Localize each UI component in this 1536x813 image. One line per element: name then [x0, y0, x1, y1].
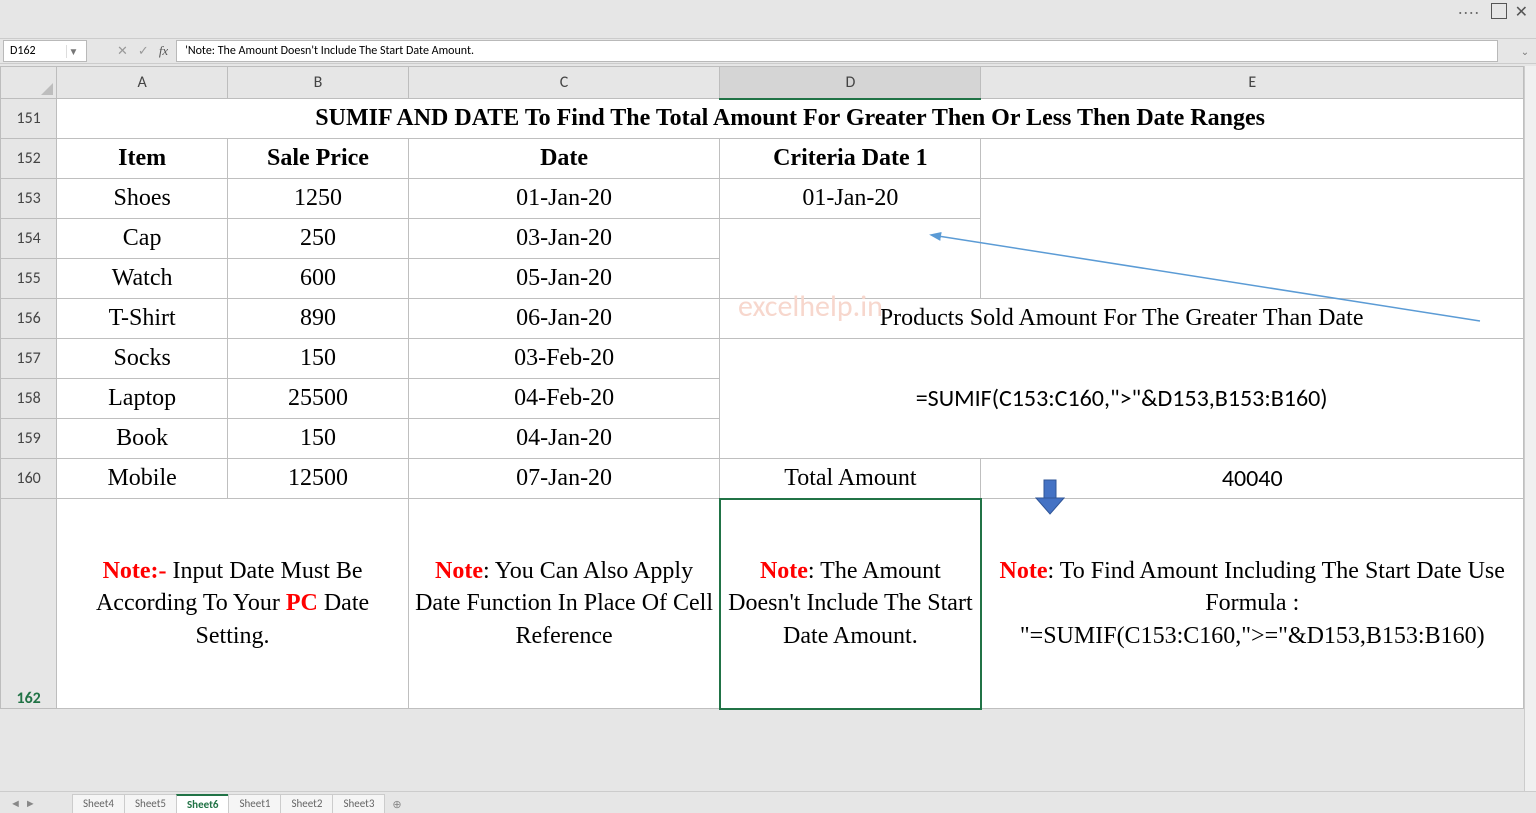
name-box[interactable]: D162 ▼: [3, 40, 87, 62]
cell-date[interactable]: 03-Feb-20: [408, 339, 719, 379]
hdr-e-blank[interactable]: [981, 139, 1524, 179]
col-header-B[interactable]: B: [228, 67, 409, 99]
cell-price[interactable]: 600: [228, 259, 409, 299]
formula-bar-row: D162 ▼ ✕ ✓ fx 'Note: The Amount Doesn't …: [0, 38, 1536, 64]
cell-date[interactable]: 04-Feb-20: [408, 379, 719, 419]
note-e[interactable]: Note: To Find Amount Including The Start…: [981, 499, 1524, 709]
select-all-corner[interactable]: [1, 67, 57, 99]
window-controls: ···· ✕: [1458, 2, 1528, 22]
chevron-down-icon[interactable]: ▼: [66, 45, 80, 58]
cell-date[interactable]: 06-Jan-20: [408, 299, 719, 339]
fx-icon[interactable]: fx: [159, 43, 168, 59]
restore-icon[interactable]: [1491, 5, 1505, 19]
cell-item[interactable]: Shoes: [57, 179, 228, 219]
cell-blank-d[interactable]: [720, 219, 981, 299]
note-prefix: Note: [1000, 558, 1048, 584]
row-header[interactable]: 158: [1, 379, 57, 419]
cell-item[interactable]: Book: [57, 419, 228, 459]
cell-price[interactable]: 890: [228, 299, 409, 339]
cell-products-sold[interactable]: Products Sold Amount For The Greater Tha…: [720, 299, 1524, 339]
cell-blank-e-top[interactable]: [981, 179, 1524, 299]
formula-bar[interactable]: 'Note: The Amount Doesn't Include The St…: [176, 40, 1498, 62]
sheet-tab[interactable]: Sheet4: [72, 794, 125, 813]
col-header-E[interactable]: E: [981, 67, 1524, 99]
sheet-tab[interactable]: Sheet2: [280, 794, 333, 813]
note-prefix: Note: [435, 558, 483, 584]
hdr-criteria[interactable]: Criteria Date 1: [720, 139, 981, 179]
enter-icon[interactable]: ✓: [138, 44, 149, 59]
cell-item[interactable]: Watch: [57, 259, 228, 299]
sheet-tab[interactable]: Sheet3: [332, 794, 385, 813]
sheet-nav[interactable]: ◄ ►: [10, 797, 36, 810]
hdr-sale-price[interactable]: Sale Price: [228, 139, 409, 179]
hdr-date[interactable]: Date: [408, 139, 719, 179]
cell-date[interactable]: 03-Jan-20: [408, 219, 719, 259]
note-pc: PC: [286, 590, 318, 616]
cell-item[interactable]: Mobile: [57, 459, 228, 499]
cell-price[interactable]: 150: [228, 339, 409, 379]
chevron-right-icon[interactable]: ►: [25, 797, 36, 810]
row-header[interactable]: 156: [1, 299, 57, 339]
vertical-scrollbar[interactable]: [1524, 66, 1536, 791]
row-header[interactable]: 153: [1, 179, 57, 219]
row-header[interactable]: 151: [1, 99, 57, 139]
row-header[interactable]: 159: [1, 419, 57, 459]
note-prefix: Note:-: [103, 558, 167, 584]
cell-price[interactable]: 12500: [228, 459, 409, 499]
name-box-ref: D162: [10, 44, 36, 58]
chevron-down-icon[interactable]: ⌄: [1518, 45, 1532, 58]
cell-criteria-date[interactable]: 01-Jan-20: [720, 179, 981, 219]
formula-controls: ✕ ✓ fx: [109, 43, 176, 59]
sheet-tab[interactable]: Sheet6: [176, 794, 230, 813]
cell-price[interactable]: 150: [228, 419, 409, 459]
cell-price[interactable]: 1250: [228, 179, 409, 219]
hdr-item[interactable]: Item: [57, 139, 228, 179]
row-header[interactable]: 162: [1, 499, 57, 709]
cell-item[interactable]: Laptop: [57, 379, 228, 419]
sheet-tab[interactable]: Sheet1: [228, 794, 281, 813]
new-sheet-button[interactable]: ⊕: [384, 796, 409, 813]
sheet-tab[interactable]: Sheet5: [124, 794, 177, 813]
sumif-formula-text: =SUMIF(C153:C160,">"&D153,B153:B160): [916, 384, 1328, 413]
note-d[interactable]: Note: The Amount Doesn't Include The Sta…: [720, 499, 981, 709]
col-header-D[interactable]: D: [720, 67, 981, 99]
note-c[interactable]: Note: You Can Also Apply Date Function I…: [408, 499, 719, 709]
formula-bar-text: 'Note: The Amount Doesn't Include The St…: [185, 44, 474, 58]
cell-total-label[interactable]: Total Amount: [720, 459, 981, 499]
cell-price[interactable]: 250: [228, 219, 409, 259]
chevron-left-icon[interactable]: ◄: [10, 797, 21, 810]
cell-item[interactable]: T-Shirt: [57, 299, 228, 339]
worksheet-grid[interactable]: A B C D E 151 SUMIF AND DATE To Find The…: [0, 66, 1524, 791]
note-text: : To Find Amount Including The Start Dat…: [1020, 558, 1505, 649]
cell-price[interactable]: 25500: [228, 379, 409, 419]
row-header[interactable]: 154: [1, 219, 57, 259]
cell-sumif-formula[interactable]: =SUMIF(C153:C160,">"&D153,B153:B160): [720, 339, 1524, 459]
cancel-icon[interactable]: ✕: [117, 44, 128, 59]
note-prefix: Note: [760, 558, 808, 584]
row-header[interactable]: 152: [1, 139, 57, 179]
more-icon[interactable]: ····: [1458, 4, 1480, 21]
column-header-row: A B C D E: [1, 67, 1524, 99]
cell-item[interactable]: Socks: [57, 339, 228, 379]
cell-date[interactable]: 01-Jan-20: [408, 179, 719, 219]
cell-item[interactable]: Cap: [57, 219, 228, 259]
cell-date[interactable]: 07-Jan-20: [408, 459, 719, 499]
cell-date[interactable]: 04-Jan-20: [408, 419, 719, 459]
row-header[interactable]: 155: [1, 259, 57, 299]
cell-total-value[interactable]: 40040: [981, 459, 1524, 499]
row-header[interactable]: 160: [1, 459, 57, 499]
title-cell[interactable]: SUMIF AND DATE To Find The Total Amount …: [57, 99, 1524, 139]
sheet-tabs-bar: ◄ ► Sheet4Sheet5Sheet6Sheet1Sheet2Sheet3…: [0, 791, 1536, 813]
close-icon[interactable]: ✕: [1515, 2, 1528, 22]
cell-date[interactable]: 05-Jan-20: [408, 259, 719, 299]
col-header-A[interactable]: A: [57, 67, 228, 99]
note-ab[interactable]: Note:- Input Date Must Be According To Y…: [57, 499, 409, 709]
col-header-C[interactable]: C: [408, 67, 719, 99]
row-header[interactable]: 157: [1, 339, 57, 379]
